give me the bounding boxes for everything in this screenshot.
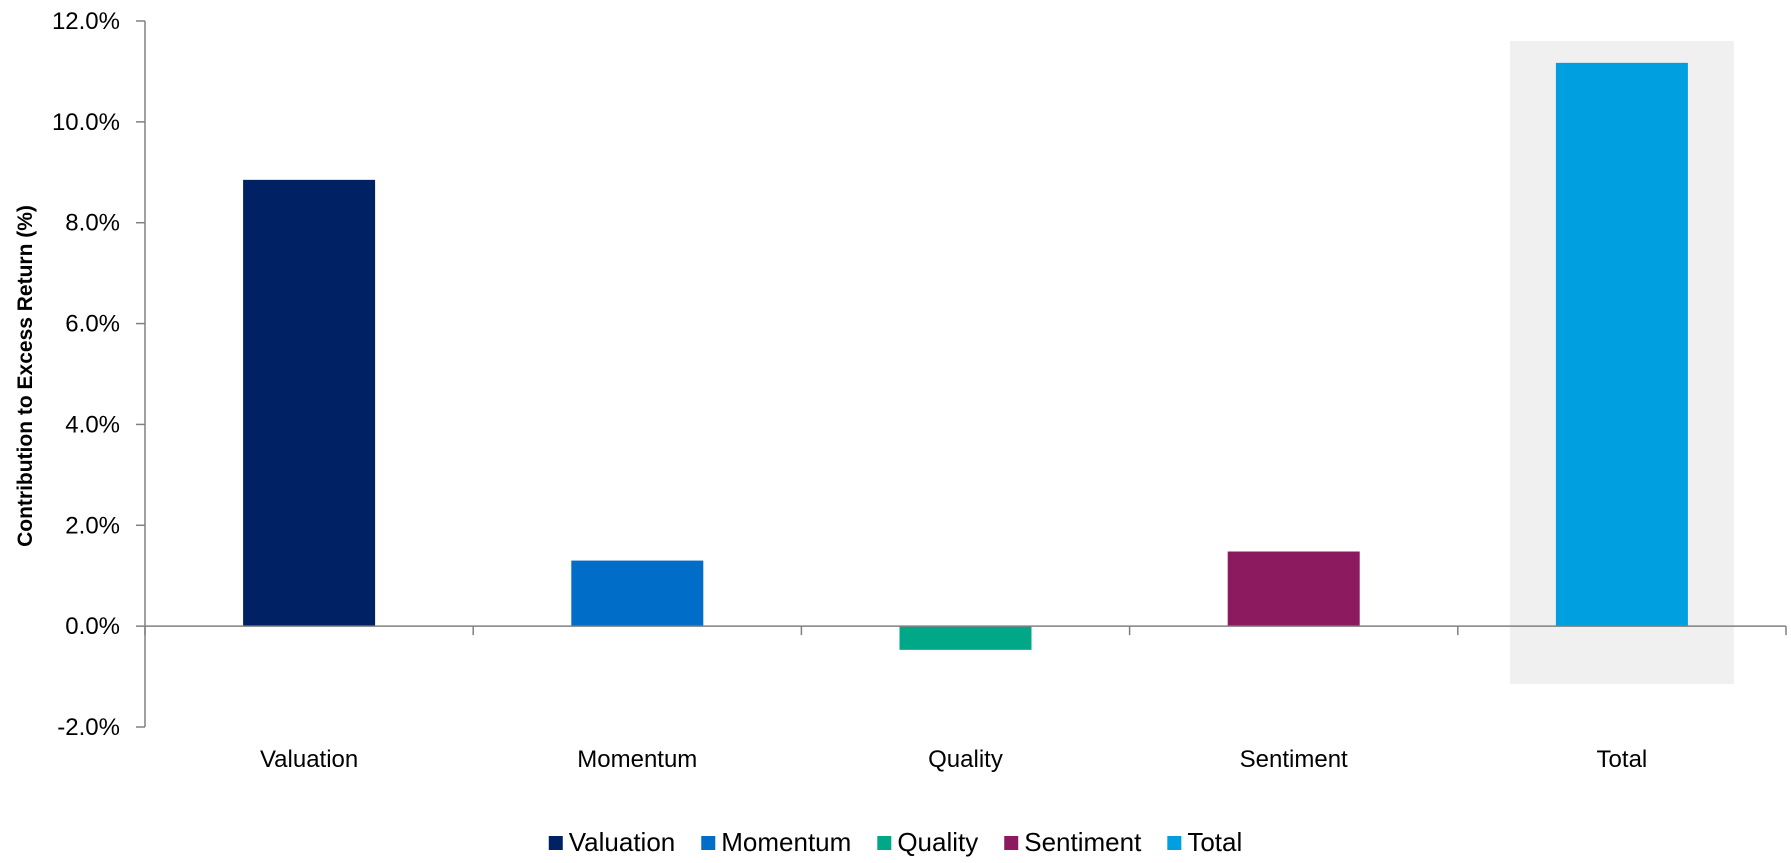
x-tick-label-momentum: Momentum [577, 746, 697, 773]
legend-swatch [701, 836, 716, 850]
y-tick-label: 10.0% [52, 109, 120, 136]
legend-label: Momentum [721, 827, 851, 857]
legend-label: Total [1187, 827, 1242, 857]
y-axis-title: Contribution to Excess Return (%) [14, 205, 37, 547]
legend: Valuation Momentum Quality Sentiment Total [548, 827, 1242, 857]
legend-label: Valuation [569, 827, 676, 857]
y-tick-label: 2.0% [65, 512, 120, 539]
x-tick-label-sentiment: Sentiment [1240, 746, 1348, 773]
legend-swatch [548, 836, 563, 850]
y-tick-label: 4.0% [65, 411, 120, 438]
bar-sentiment [1227, 551, 1360, 627]
bar-momentum [571, 560, 704, 627]
axes-layer [136, 20, 1787, 728]
legend-label: Quality [897, 827, 978, 857]
y-tick-label: 12.0% [52, 8, 120, 35]
legend-item-sentiment: Sentiment [1004, 827, 1142, 857]
bars-layer [243, 62, 1688, 650]
legend-item-total: Total [1167, 827, 1242, 857]
x-tick-label-quality: Quality [928, 746, 1003, 773]
legend-swatch [1167, 836, 1182, 850]
y-tick-label: 6.0% [65, 311, 120, 338]
legend-item-quality: Quality [877, 827, 978, 857]
legend-item-valuation: Valuation [548, 827, 676, 857]
y-tick-label: 0.0% [65, 613, 120, 640]
legend-label: Sentiment [1024, 827, 1142, 857]
bar-quality [899, 626, 1032, 650]
y-tick-label: -2.0% [57, 714, 120, 741]
y-tick-labels: -2.0% 0.0% 2.0% 4.0% 6.0% 8.0% 10.0% 12.0% [52, 8, 120, 741]
bar-total [1555, 62, 1688, 627]
bar-valuation [243, 179, 376, 627]
legend-item-momentum: Momentum [701, 827, 851, 857]
x-tick-labels: Valuation Momentum Quality Sentiment Total [260, 746, 1647, 773]
y-tick-label: 8.0% [65, 210, 120, 237]
x-tick-label-total: Total [1597, 746, 1648, 773]
legend-swatch [1004, 836, 1019, 850]
legend-swatch [877, 836, 892, 850]
x-tick-label-valuation: Valuation [260, 746, 358, 773]
